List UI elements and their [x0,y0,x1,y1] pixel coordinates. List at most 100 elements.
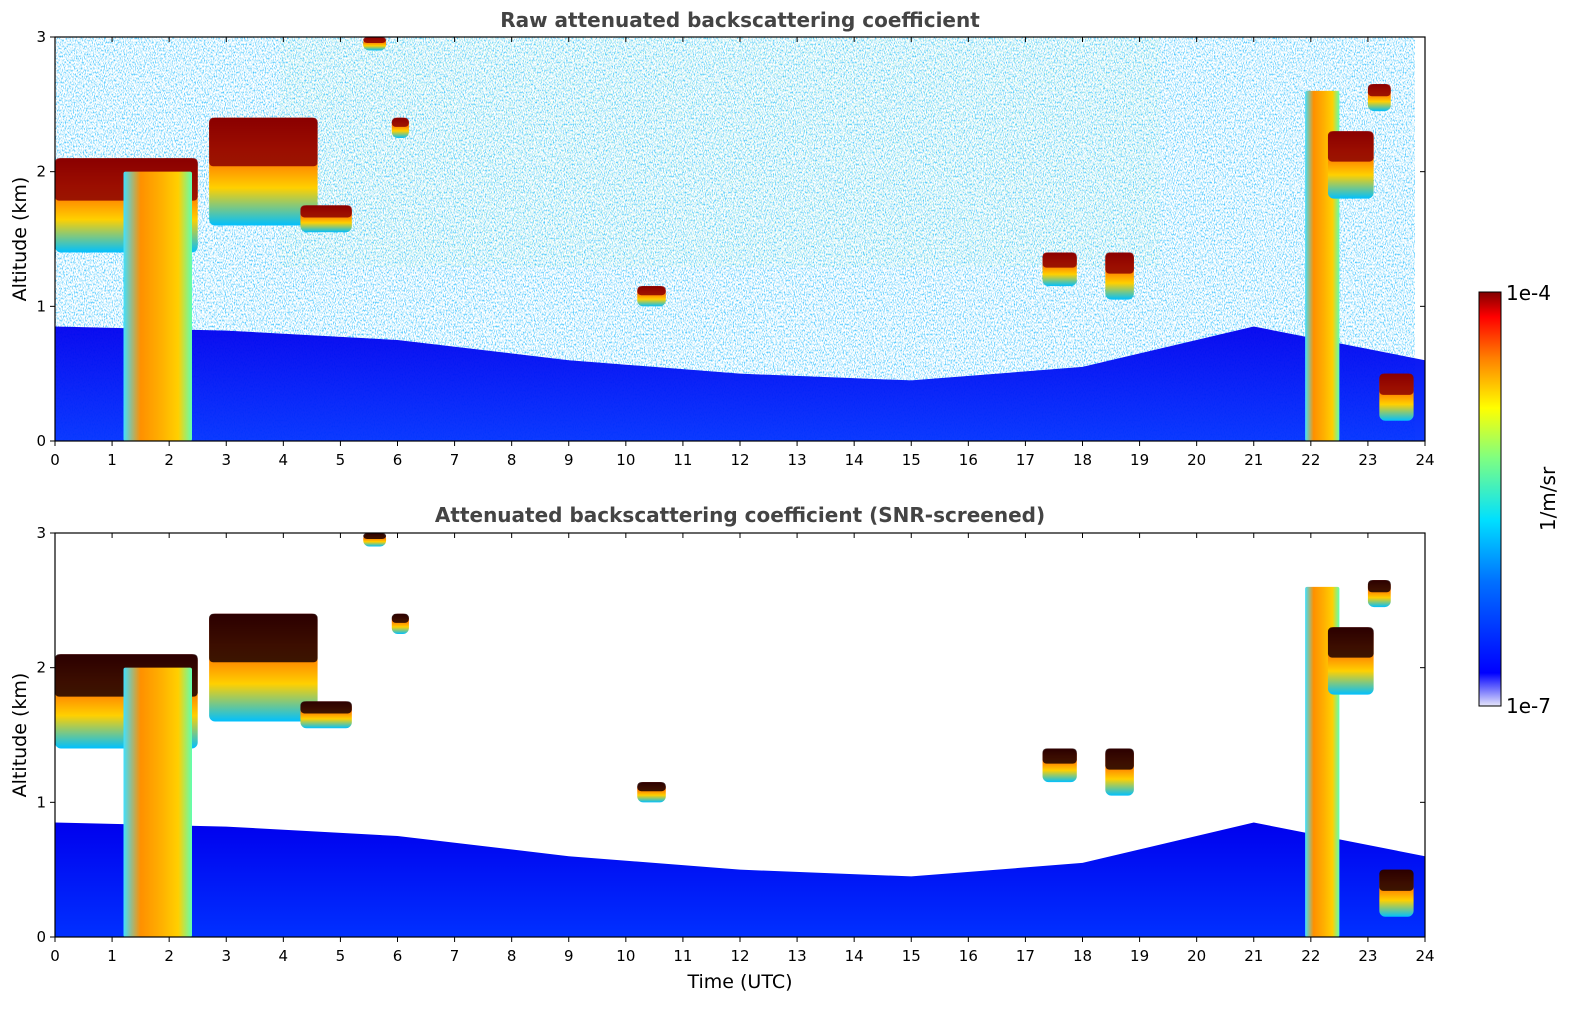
x-tick-label: 8 [507,451,517,469]
x-tick-label: 23 [1358,947,1377,965]
x-tick-label: 14 [845,451,864,469]
cloud-layer [123,667,192,937]
x-tick-label: 11 [673,947,692,965]
y-tick-label: 3 [36,28,46,46]
x-axis: 0 1 2 3 4 5 6 7 8 9 10 11 12 13 14 15 16 17 18 19 20 21 22 23 24 [50,37,1435,469]
x-tick-label: 14 [845,947,864,965]
x-tick-label: 8 [507,947,517,965]
cloud-layer-core [1367,84,1391,97]
x-tick-label: 11 [673,451,692,469]
cloud-layer-core [1367,580,1391,593]
x-tick-label: 13 [788,451,807,469]
colorbar-unit-label: 1/m/sr [1536,466,1560,531]
x-tick-label: 24 [1415,451,1434,469]
x-tick-label: 1 [107,451,117,469]
x-tick-label: 13 [788,947,807,965]
x-tick-label: 6 [393,451,403,469]
x-tick-label: 2 [164,947,174,965]
cloud-layer-core [637,782,666,792]
x-axis-label: Time (UTC) [686,971,792,993]
cloud-layer-core [209,613,318,663]
x-tick-label: 9 [564,947,574,965]
y-axis: 0 1 2 3 [36,28,1425,450]
colorbar-gradient [1478,291,1502,707]
heatmap-area [55,533,1425,937]
y-axis-label: Altitude (km) [9,177,31,302]
x-tick-label: 16 [959,947,978,965]
x-tick-label: 3 [221,947,231,965]
boundary-layer [55,822,1425,937]
x-tick-label: 15 [902,451,921,469]
cloud-layer-core [1327,627,1374,658]
x-tick-label: 20 [1187,451,1206,469]
cloud-layer-core [363,37,387,44]
y-tick-label: 1 [36,297,46,315]
cloud-layer-core [1105,748,1134,770]
heatmap-area [55,37,1425,441]
cloud-layer-core [209,117,318,167]
x-tick-label: 10 [616,947,635,965]
x-tick-label: 7 [450,451,460,469]
cloud-layer-core [300,701,352,714]
cloud-layer-core [637,286,666,296]
y-axis-label: Altitude (km) [9,673,31,798]
panel-title: Raw attenuated backscattering coefficien… [500,8,980,32]
x-tick-label: 4 [279,947,289,965]
boundary-layer-region [55,822,1425,937]
cloud-layer-core [1379,869,1414,891]
x-tick-label: 23 [1358,451,1377,469]
colorbar-min-label: 1e-7 [1506,694,1551,718]
colorbar: 1e-4 1e-7 1/m/sr [1478,281,1560,718]
cloud-layer-core [1042,748,1077,764]
cloud-layer-core [1379,373,1414,395]
boundary-layer [55,326,1425,441]
cloud-layer-core [300,205,352,218]
y-tick-label: 3 [36,524,46,542]
x-tick-label: 4 [279,451,289,469]
panel-title: Attenuated backscattering coefficient (S… [435,503,1045,527]
y-axis: 0 1 2 3 [36,524,1425,946]
cloud-layer-core [391,613,409,623]
cloud-layer-core [391,117,409,127]
y-tick-label: 2 [36,163,46,181]
cloud-layer [123,171,192,441]
colorbar-max-label: 1e-4 [1506,281,1551,305]
y-tick-label: 1 [36,793,46,811]
noise-speckle-upper [280,37,1160,267]
x-tick-label: 7 [450,947,460,965]
cloud-layers [55,533,1414,937]
x-tick-label: 10 [616,451,635,469]
cloud-layer-core [1105,252,1134,274]
cloud-layer-core [1327,131,1374,162]
x-axis: 0 1 2 3 4 5 6 7 8 9 10 11 12 13 14 15 16 17 18 19 20 21 22 23 24 [50,533,1435,965]
x-tick-label: 21 [1244,451,1263,469]
x-tick-label: 3 [221,451,231,469]
x-tick-label: 12 [730,451,749,469]
x-tick-label: 19 [1130,451,1149,469]
y-tick-label: 0 [36,928,46,946]
x-tick-label: 0 [50,451,60,469]
x-tick-label: 0 [50,947,60,965]
x-tick-label: 18 [1073,451,1092,469]
x-tick-label: 17 [1016,451,1035,469]
cloud-layer-core [363,533,387,540]
x-tick-label: 19 [1130,947,1149,965]
x-tick-label: 21 [1244,947,1263,965]
x-tick-label: 22 [1301,947,1320,965]
y-tick-label: 0 [36,432,46,450]
cloud-layer-core [1042,252,1077,268]
x-tick-label: 18 [1073,947,1092,965]
x-tick-label: 5 [336,947,346,965]
boundary-layer-region [55,326,1425,441]
x-tick-label: 17 [1016,947,1035,965]
x-tick-label: 5 [336,451,346,469]
x-tick-label: 12 [730,947,749,965]
raw-backscatter-panel: Raw attenuated backscattering coefficien… [9,8,1435,469]
x-tick-label: 2 [164,451,174,469]
x-tick-label: 24 [1415,947,1434,965]
snr-screened-panel: Attenuated backscattering coefficient (S… [9,503,1435,993]
x-tick-label: 9 [564,451,574,469]
x-tick-label: 15 [902,947,921,965]
x-tick-label: 20 [1187,947,1206,965]
